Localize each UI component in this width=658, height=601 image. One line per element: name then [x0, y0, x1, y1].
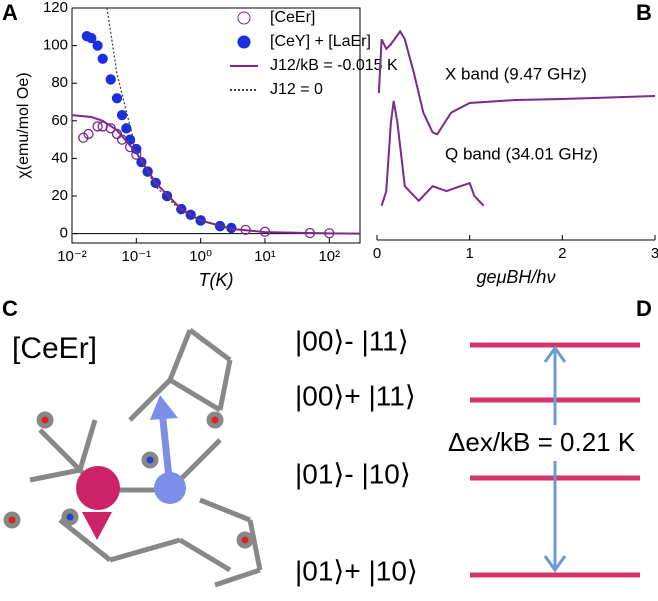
data-point — [92, 121, 103, 132]
legend-label: J12/kB = -0.015 K — [270, 57, 398, 74]
molecule — [3, 328, 263, 588]
arrow-head — [543, 345, 567, 363]
data-point — [116, 110, 128, 121]
x-tick-label: 10⁰ — [189, 248, 212, 265]
legend-marker — [237, 35, 251, 49]
gap-label-bg — [440, 425, 655, 461]
y-tick-label: 60 — [51, 112, 68, 129]
x-tick-label: 10⁻² — [57, 248, 87, 265]
data-line — [377, 29, 656, 136]
data-point — [86, 32, 97, 44]
gap-label: Δex/kB = 0.21 K — [448, 427, 636, 457]
data-point — [92, 40, 103, 51]
state-label: |01⟩+ |10⟩ — [295, 555, 418, 586]
y-tick-label: 20 — [51, 187, 68, 204]
y-tick-label: 40 — [51, 149, 68, 166]
y-axis-label: χ(emu/mol Oe) — [15, 72, 32, 178]
data-point — [83, 128, 94, 140]
legend-label: [CeY] + [LaEr] — [270, 33, 371, 50]
x-axis-label: geμBH/hν — [477, 267, 556, 287]
x-tick-label: 10⁻¹ — [122, 248, 152, 265]
x-tick-label: 10¹ — [254, 248, 276, 265]
arrow-head — [543, 555, 567, 573]
legend-marker — [237, 11, 251, 25]
y-tick-label: 100 — [43, 37, 68, 54]
x-axis-label: T(K) — [199, 270, 234, 290]
data-point — [97, 53, 108, 64]
x-tick-label: 3 — [651, 245, 658, 262]
series-label: X band (9.47 GHz) — [445, 64, 587, 83]
x-tick-label: 10² — [318, 248, 340, 265]
state-label: |00⟩+ |11⟩ — [295, 380, 416, 411]
data-point — [121, 123, 132, 134]
data-point — [161, 190, 173, 202]
y-tick-label: 120 — [43, 0, 68, 16]
data-point — [105, 74, 116, 85]
x-tick-label: 1 — [465, 245, 473, 262]
plot-frame — [71, 7, 361, 244]
molecule-label: [CeEr] — [12, 332, 97, 365]
series-label: Q band (34.01 GHz) — [445, 144, 598, 163]
x-tick-label: 0 — [373, 245, 381, 262]
panel-letter: A — [2, 0, 18, 25]
data-point — [111, 93, 123, 104]
y-tick-label: 0 — [60, 225, 68, 242]
legend-label: J12 = 0 — [270, 81, 323, 98]
panel-letter: C — [2, 296, 18, 321]
y-tick-label: 80 — [51, 74, 68, 91]
state-label: |00⟩- |11⟩ — [295, 325, 409, 356]
x-tick-label: 2 — [558, 245, 566, 262]
state-label: |01⟩- |10⟩ — [295, 458, 411, 489]
data-line — [380, 100, 485, 207]
data-line — [71, 114, 361, 235]
panel-letter: D — [636, 296, 652, 321]
panel-letter: B — [636, 0, 652, 25]
legend-label: [CeEr] — [270, 9, 315, 26]
